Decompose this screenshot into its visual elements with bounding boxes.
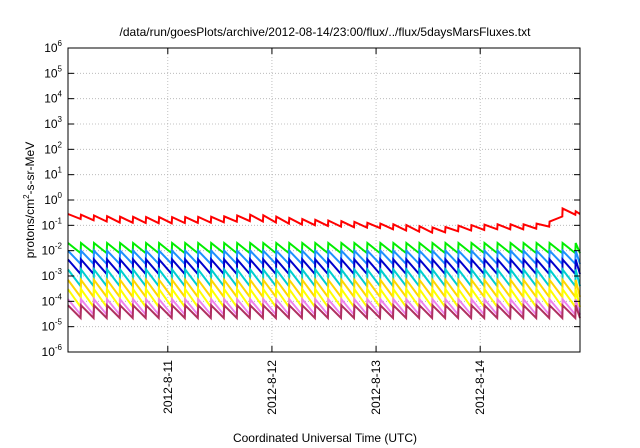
y-tick-label: 100 — [44, 191, 62, 207]
chart-title: /data/run/goesPlots/archive/2012-08-14/2… — [120, 25, 532, 39]
y-tick-exponent: 6 — [58, 39, 63, 48]
x-tick-labels: 2012-8-11 2012-8-12 2012-8-13 2012-8-14 — [161, 360, 487, 415]
y-tick-exponent: 5 — [58, 64, 63, 73]
y-axis-label-sup: 2 — [22, 194, 31, 199]
y-tick-exponent: -6 — [55, 343, 63, 352]
y-tick-exponent: -3 — [55, 267, 63, 276]
y-tick-base: 10 — [44, 41, 58, 55]
y-tick-base: 10 — [44, 168, 58, 182]
y-tick-label: 106 — [44, 39, 62, 55]
y-axis-label-rest: -s-sr-MeV — [23, 142, 37, 195]
ticks — [68, 47, 580, 353]
x-axis-label: Coordinated Universal Time (UTC) — [233, 431, 417, 445]
y-axis-label: protons/cm2-s-sr-MeV — [22, 142, 37, 258]
y-axis-label-main: protons/cm — [23, 199, 37, 258]
series-layer — [67, 206, 581, 321]
y-tick-base: 10 — [44, 92, 58, 106]
y-tick-exponent: 3 — [58, 115, 63, 124]
x-tick-label: 2012-8-11 — [161, 360, 175, 414]
y-tick-label: 10-1 — [42, 216, 63, 232]
y-tick-base: 10 — [42, 345, 56, 359]
y-tick-label: 10-2 — [42, 242, 63, 258]
y-tick-label: 102 — [44, 140, 62, 156]
y-tick-exponent: 1 — [58, 166, 63, 175]
y-tick-base: 10 — [42, 294, 56, 308]
y-tick-label: 104 — [44, 90, 62, 106]
y-tick-exponent: 4 — [58, 90, 63, 99]
y-tick-label: 10-3 — [42, 267, 63, 283]
y-tick-exponent: 0 — [58, 191, 63, 200]
y-tick-base: 10 — [44, 117, 58, 131]
series-line-2 — [67, 240, 581, 256]
y-tick-base: 10 — [42, 320, 56, 334]
y-tick-label: 105 — [44, 64, 62, 80]
x-tick-label: 2012-8-13 — [369, 360, 383, 415]
y-tick-label: 10-5 — [42, 318, 63, 334]
y-tick-base: 10 — [44, 142, 58, 156]
y-tick-base: 10 — [42, 269, 56, 283]
y-tick-exponent: 2 — [58, 140, 63, 149]
series-line-1 — [67, 206, 581, 235]
y-tick-exponent: -2 — [55, 242, 63, 251]
y-tick-base: 10 — [42, 218, 56, 232]
y-tick-label: 103 — [44, 115, 62, 131]
y-tick-label: 10-4 — [42, 292, 63, 308]
y-tick-exponent: -4 — [55, 292, 63, 301]
x-tick-label: 2012-8-14 — [473, 360, 487, 415]
y-tick-label: 10-6 — [42, 343, 63, 359]
series-line-9 — [67, 302, 581, 321]
y-tick-labels: 10-610-510-410-310-210-11001011021031041… — [42, 39, 63, 359]
y-tick-base: 10 — [44, 193, 58, 207]
y-tick-label: 101 — [44, 166, 62, 182]
y-tick-exponent: -5 — [55, 318, 63, 327]
y-tick-exponent: -1 — [55, 216, 63, 225]
y-tick-base: 10 — [44, 66, 58, 80]
x-tick-label: 2012-8-12 — [265, 360, 279, 415]
y-tick-base: 10 — [42, 244, 56, 258]
